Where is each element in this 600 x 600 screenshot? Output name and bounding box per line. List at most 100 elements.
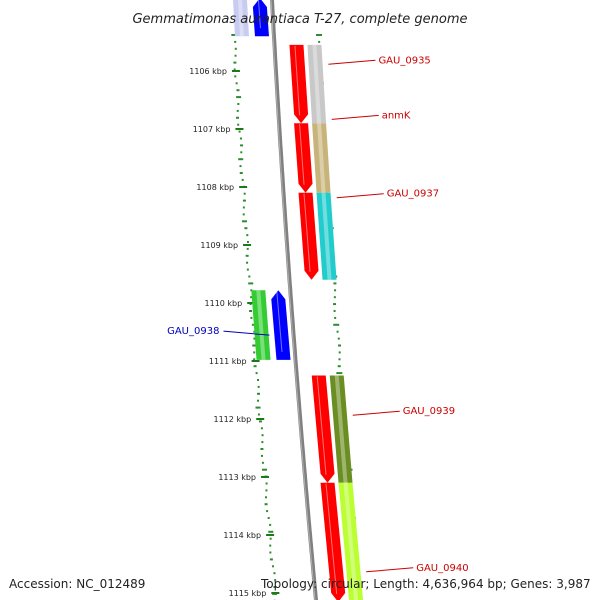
gene-anmK[interactable] [294, 123, 331, 193]
tick-mark [243, 244, 252, 246]
skew-dot [231, 34, 237, 36]
skew-dot [336, 330, 339, 333]
gene-label[interactable]: GAU_0938 [167, 326, 219, 337]
skew-dot [236, 96, 242, 99]
skew-dot [241, 220, 247, 223]
gene-GAU_0939[interactable] [311, 375, 353, 483]
skew-dot [253, 365, 257, 368]
gene-category-highlight [321, 192, 332, 280]
skew-dot [264, 496, 267, 499]
skew-dot [253, 351, 256, 354]
gene-GAU_0935[interactable] [289, 44, 327, 124]
skew-dot [253, 358, 256, 361]
gene-arrow-highlight [325, 483, 338, 594]
gene-GAU_0937[interactable] [298, 192, 337, 280]
gene-category-bar [307, 44, 327, 124]
gene-label[interactable]: GAU_0937 [387, 189, 439, 200]
gene-arrow [252, 0, 269, 37]
skew-dot [260, 427, 263, 430]
skew-dot [241, 178, 244, 181]
skew-dot [236, 109, 239, 112]
gene-category-highlight [238, 0, 244, 37]
tick-mark [266, 534, 275, 536]
skew-dot [333, 282, 337, 285]
gene-features [233, 0, 364, 600]
gene-GAU_0940[interactable] [320, 482, 364, 600]
skew-dot [274, 579, 277, 582]
topology-text: Topology: circular; Length: 4,636,964 bp… [261, 577, 591, 591]
gene-arrow-highlight [294, 45, 301, 116]
gene-category-highlight [312, 44, 322, 124]
skew-dot [250, 316, 253, 319]
gene-arrow [289, 44, 309, 124]
page-title: Gemmatimonas aurantiaca T-27, complete g… [132, 12, 467, 27]
skew-dot [246, 241, 249, 243]
gene-arrow-highlight [316, 376, 327, 475]
gene-label[interactable]: anmK [382, 110, 411, 121]
skew-dot [269, 558, 273, 561]
skew-dot [235, 82, 238, 85]
skew-dot [273, 572, 276, 575]
skew-dot [333, 310, 336, 312]
tick-label: 1115 kbp [229, 589, 267, 598]
skew-dot [333, 296, 336, 299]
gene-label[interactable]: GAU_0935 [378, 55, 430, 66]
gene-category-bar [329, 375, 353, 483]
skew-dot [242, 199, 246, 202]
skew-dot [272, 565, 275, 568]
gene-label[interactable]: GAU_0940 [416, 563, 468, 574]
tick-mark [271, 592, 280, 594]
tick-mark [247, 302, 256, 304]
skew-dot [264, 503, 268, 506]
tick-mark [261, 476, 270, 478]
gene-arrow-highlight [276, 291, 283, 352]
gene-category-bar [251, 290, 271, 360]
gene-category-bar [316, 192, 337, 280]
skew-dot [239, 137, 242, 140]
skew-dot [337, 365, 341, 368]
tick-label: 1106 kbp [189, 67, 227, 76]
gene-category-highlight [343, 482, 359, 600]
skew-dot [242, 213, 245, 216]
skew-dot [234, 47, 237, 50]
skew-dot [338, 344, 342, 347]
skew-dot [239, 165, 242, 168]
skew-dot [316, 34, 323, 36]
gene-arrow [298, 192, 319, 280]
skew-dot [237, 123, 240, 126]
skew-dot [269, 537, 272, 540]
skew-dot [257, 385, 260, 388]
gene-arrow-highlight [257, 0, 261, 29]
gene-unnamed[interactable] [233, 0, 269, 37]
skew-dot [246, 234, 249, 237]
skew-dot [253, 330, 256, 333]
skew-dot [249, 310, 253, 312]
gene-arrow [311, 375, 335, 483]
skew-dot [246, 247, 249, 250]
skew-dot [318, 40, 321, 43]
gene-arrow [320, 482, 346, 600]
skew-dot [258, 420, 262, 423]
skew-dot [273, 586, 277, 588]
skew-dot [261, 434, 264, 437]
skew-dot [234, 75, 237, 78]
gene-label-leader [331, 114, 379, 120]
skew-dot [248, 282, 254, 285]
tick-label: 1111 kbp [209, 357, 247, 366]
gene-label[interactable]: GAU_0939 [403, 406, 455, 417]
tick-label: 1109 kbp [200, 241, 238, 250]
skew-dot [233, 61, 237, 64]
skew-dot [262, 468, 268, 471]
gene-label-leader [223, 330, 270, 336]
accession-text: Accession: NC_012489 [9, 577, 146, 591]
skew-dot [256, 392, 260, 395]
skew-dot [240, 144, 244, 147]
tick-label: 1107 kbp [193, 125, 231, 134]
skew-dot [260, 448, 264, 450]
skew-dot [261, 441, 264, 444]
tick-mark [256, 418, 265, 420]
skew-dot [255, 372, 258, 375]
skew-dot [244, 227, 248, 230]
gene-GAU_0938[interactable] [251, 290, 291, 360]
skew-dot [243, 192, 246, 195]
